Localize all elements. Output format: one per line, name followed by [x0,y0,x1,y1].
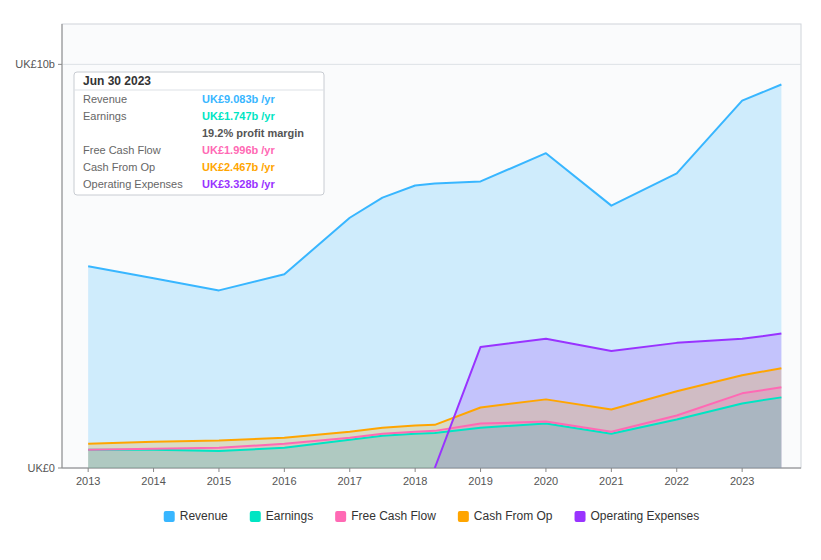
info-box-label: Free Cash Flow [83,144,161,156]
info-box-label: Earnings [83,110,127,122]
info-box-frame [74,72,324,195]
y-axis: UK£0 UK£10b [15,24,801,474]
x-tick-label: 2021 [599,475,623,487]
legend-item: Operating Expenses [575,509,700,523]
legend: Revenue Earnings Free Cash Flow Cash From O… [164,509,700,523]
legend-swatch [164,511,175,522]
x-tick-label: 2018 [403,475,427,487]
info-box-value: UK£3.328b /yr [202,178,275,190]
legend-item: Revenue [164,509,228,523]
legend-swatch [458,511,469,522]
x-tick-label: 2013 [76,475,100,487]
x-tick [676,468,677,472]
info-box-heading: Jun 30 2023 [83,74,151,88]
legend-swatch [575,511,586,522]
x-axis: 2013 2014 2015 2016 2017 2018 2019 2020 2021 2022… [62,468,801,487]
x-tick [742,468,743,472]
x-tick-label: 2015 [207,475,231,487]
y-axis-line [62,24,63,468]
area [88,368,781,468]
x-tick [480,468,481,472]
info-box-value: UK£2.467b /yr [202,161,275,173]
plot-frame [62,24,801,468]
info-box-label: Revenue [83,93,127,105]
grid-line [62,64,801,65]
x-tick [153,468,154,472]
x-tick-label: 2019 [468,475,492,487]
y-tick [58,468,62,469]
x-tick [88,468,89,472]
x-tick [218,468,219,472]
x-tick-label: 2020 [534,475,558,487]
area [88,397,781,468]
line [88,368,781,443]
x-tick-label: 2023 [730,475,754,487]
x-tick-label: 2017 [338,475,362,487]
legend-swatch [335,511,346,522]
legend-label: Operating Expenses [591,509,700,523]
info-box-value: UK£9.083b /yr [202,93,275,105]
legend-item: Earnings [250,509,313,523]
chart: UK£0UK£10b201320142015201620172018201920… [0,0,821,560]
x-tick [545,468,546,472]
x-tick [611,468,612,472]
info-box-value: UK£1.747b /yr [202,110,275,122]
info-box: Jun 30 2023 Revenue UK£9.083b /yr Earnings U… [74,72,324,195]
legend-swatch [250,511,261,522]
x-tick-label: 2016 [272,475,296,487]
info-box-label: Operating Expenses [83,178,183,190]
x-tick [284,468,285,472]
legend-label: Free Cash Flow [351,509,436,523]
legend-item: Cash From Op [458,509,553,523]
y-tick-label: UK£0 [27,462,55,474]
y-tick-label: UK£10b [15,58,55,70]
x-tick [415,468,416,472]
area [88,387,781,468]
y-tick [58,64,62,65]
legend-label: Cash From Op [474,509,553,523]
info-box-label: Cash From Op [83,161,155,173]
info-box-value: 19.2% profit margin [202,127,304,139]
legend-label: Earnings [266,509,313,523]
x-tick [349,468,350,472]
legend-label: Revenue [180,509,228,523]
x-tick-label: 2022 [665,475,689,487]
legend-item: Free Cash Flow [335,509,436,523]
info-box-value: UK£1.996b /yr [202,144,275,156]
line [435,334,782,468]
x-tick-label: 2014 [141,475,165,487]
info-box-divider [74,90,324,91]
